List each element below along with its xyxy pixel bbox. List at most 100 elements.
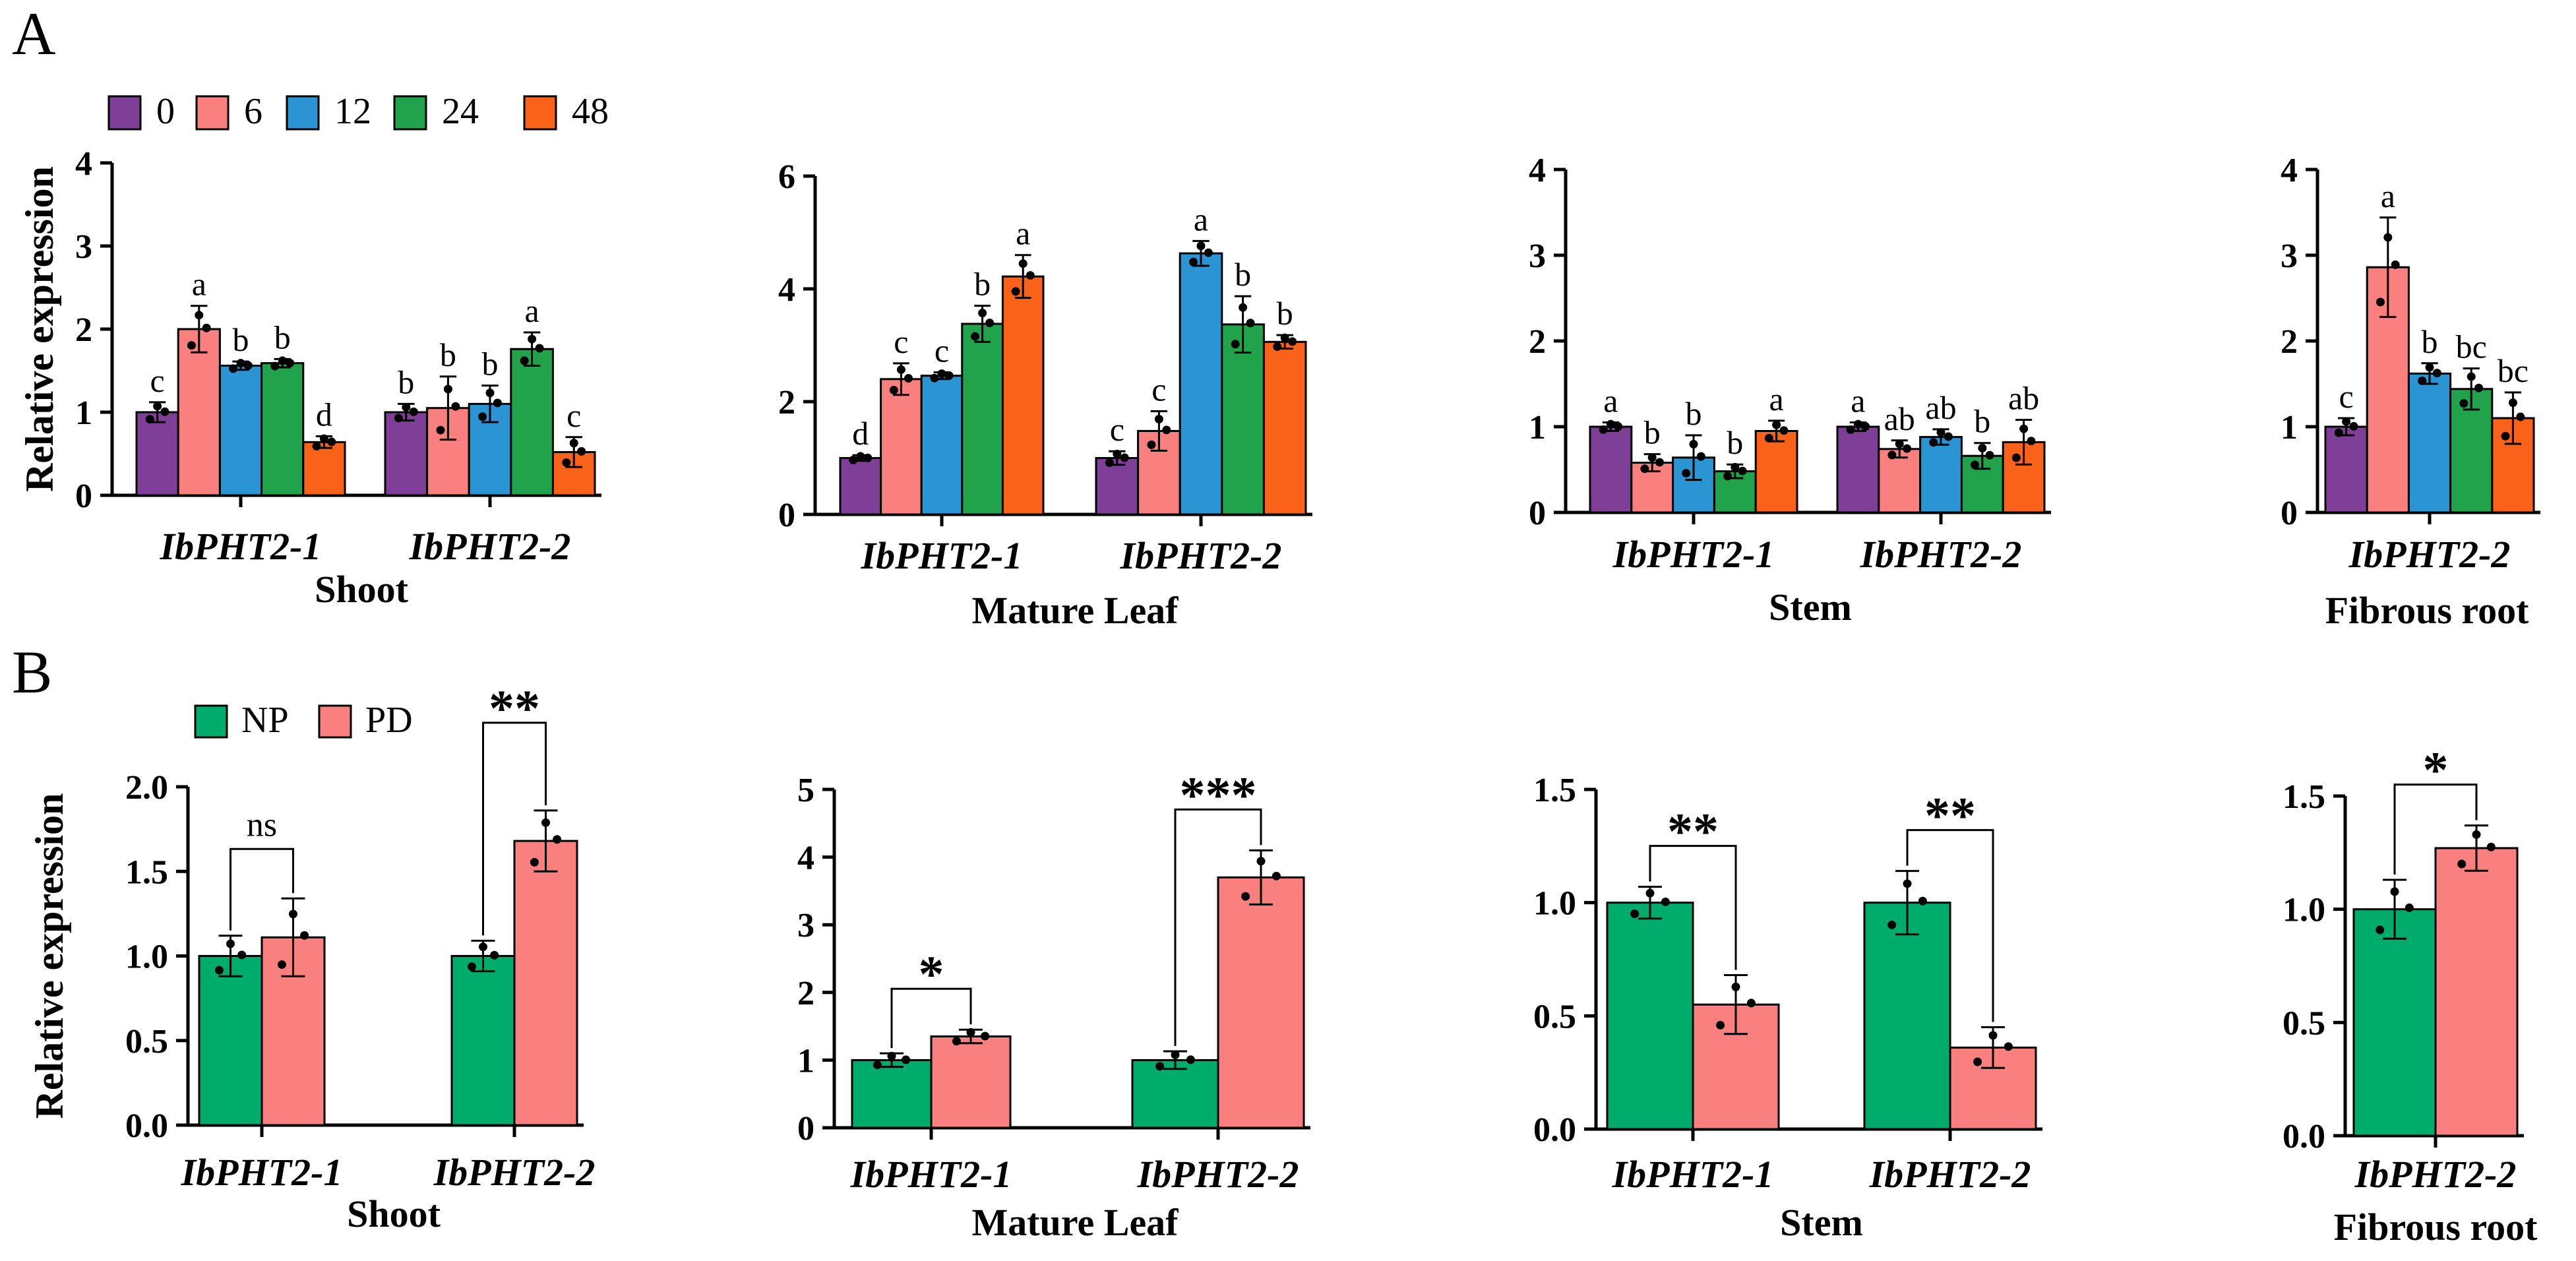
significance-mark: * xyxy=(2423,741,2449,799)
data-point xyxy=(889,386,898,395)
data-point xyxy=(443,384,452,394)
data-point xyxy=(1929,438,1938,447)
data-point xyxy=(1936,428,1946,437)
data-point xyxy=(2383,233,2393,242)
y-tick-label: 1.0 xyxy=(125,938,168,976)
y-tick-label: 1.0 xyxy=(2283,892,2325,929)
data-point xyxy=(2405,903,2414,912)
data-point xyxy=(1599,425,1608,435)
chart-title: Shoot xyxy=(347,1192,441,1235)
data-point xyxy=(937,369,946,379)
data-point xyxy=(1985,450,1994,460)
data-point xyxy=(402,402,411,412)
data-point xyxy=(1246,319,1255,328)
panel-label-a: A xyxy=(12,0,55,67)
legend-swatch-24 xyxy=(393,95,427,131)
data-point xyxy=(187,341,196,350)
data-point xyxy=(1155,1062,1165,1071)
y-tick-label: 0.5 xyxy=(1533,998,1576,1035)
data-point xyxy=(2467,372,2476,381)
data-point xyxy=(1853,419,1862,429)
data-point xyxy=(1746,999,1756,1008)
data-point xyxy=(214,966,224,975)
y-tick-label: 0 xyxy=(1529,495,1546,532)
bar-12-ibpht2-2 xyxy=(1919,436,1963,514)
category-label: IbPHT2-2 xyxy=(433,1151,596,1194)
significance-letter: b xyxy=(1235,256,1251,293)
significance-letter: ab xyxy=(1925,389,1956,426)
data-point xyxy=(243,361,253,370)
category-label: IbPHT2-2 xyxy=(2348,533,2511,576)
data-point xyxy=(1288,337,1297,346)
legend-label-pd: PD xyxy=(365,700,413,741)
chart-title: Stem xyxy=(1780,1201,1863,1244)
data-point xyxy=(2425,363,2434,372)
data-point xyxy=(2376,297,2385,307)
legend-label-12: 12 xyxy=(334,91,371,132)
data-point xyxy=(1918,896,1927,906)
data-point xyxy=(270,361,280,371)
data-point xyxy=(944,371,954,380)
significance-letter: d xyxy=(316,396,332,433)
data-point xyxy=(2501,431,2510,441)
data-point xyxy=(1196,241,1206,251)
data-point xyxy=(2376,925,2385,935)
legend-swatch-0 xyxy=(107,95,142,131)
y-tick-label: 0.5 xyxy=(125,1023,168,1061)
y-tick-label: 4 xyxy=(797,840,814,877)
y-tick-label: 4 xyxy=(1529,152,1546,189)
category-label: IbPHT2-2 xyxy=(1860,533,2022,576)
data-point xyxy=(2508,398,2517,408)
bar-np-ibpht2-1 xyxy=(851,1059,933,1129)
data-point xyxy=(577,446,586,456)
data-point xyxy=(541,818,550,827)
significance-letter: c xyxy=(1151,371,1166,408)
legend-label-48: 48 xyxy=(572,91,609,132)
data-point xyxy=(409,407,418,416)
data-point xyxy=(1978,444,1987,452)
significance-letter: b xyxy=(274,319,291,355)
bar-48-ibpht2-1 xyxy=(1754,430,1798,514)
data-point xyxy=(289,909,297,919)
y-tick-label: 6 xyxy=(778,158,795,196)
bar-pd-ibpht2-1 xyxy=(261,936,326,1126)
bar-24-ibpht2-1 xyxy=(961,323,1004,516)
significance-mark: * xyxy=(919,945,944,1002)
data-point xyxy=(1772,420,1781,429)
data-point xyxy=(562,458,571,467)
data-point xyxy=(327,437,336,446)
data-point xyxy=(278,356,287,365)
chart-b-stem: 0.0 0.5 1.0 1.5 IbPHT2-1 ** IbPHT2-2 ** Stem xyxy=(1533,772,2042,1244)
data-point xyxy=(1171,1050,1180,1059)
data-point xyxy=(2334,428,2343,437)
data-point xyxy=(1186,1055,1195,1064)
data-point xyxy=(873,1061,882,1070)
data-point xyxy=(896,365,905,374)
bar-12-ibpht2-2 xyxy=(1179,252,1223,516)
data-point xyxy=(2004,1042,2013,1051)
data-point xyxy=(2472,830,2481,839)
significance-bracket xyxy=(890,987,972,1049)
significance-letter: b xyxy=(398,363,414,400)
data-point xyxy=(863,453,873,462)
significance-bracket xyxy=(2393,784,2478,875)
bar-np-ibpht2-2 xyxy=(1131,1059,1219,1129)
data-point xyxy=(1861,422,1870,431)
data-point xyxy=(2011,453,2021,462)
legend-label-6: 6 xyxy=(244,91,262,132)
legend-label-np: NP xyxy=(241,700,289,741)
bar-np-ibpht2-2 xyxy=(1863,902,1951,1130)
y-tick-label: 2 xyxy=(778,384,795,421)
y-tick-label: 3 xyxy=(797,907,814,944)
data-point xyxy=(2390,887,2399,896)
significance-letter: a xyxy=(1016,215,1030,252)
data-point xyxy=(202,323,211,332)
significance-bracket xyxy=(230,847,294,931)
data-point xyxy=(1944,432,1953,441)
data-point xyxy=(436,425,445,435)
legend-treatment: NP PD xyxy=(194,700,413,741)
data-point xyxy=(1189,257,1198,266)
category-label: IbPHT2-1 xyxy=(181,1151,343,1194)
data-point xyxy=(300,931,309,940)
data-point xyxy=(1606,419,1615,429)
